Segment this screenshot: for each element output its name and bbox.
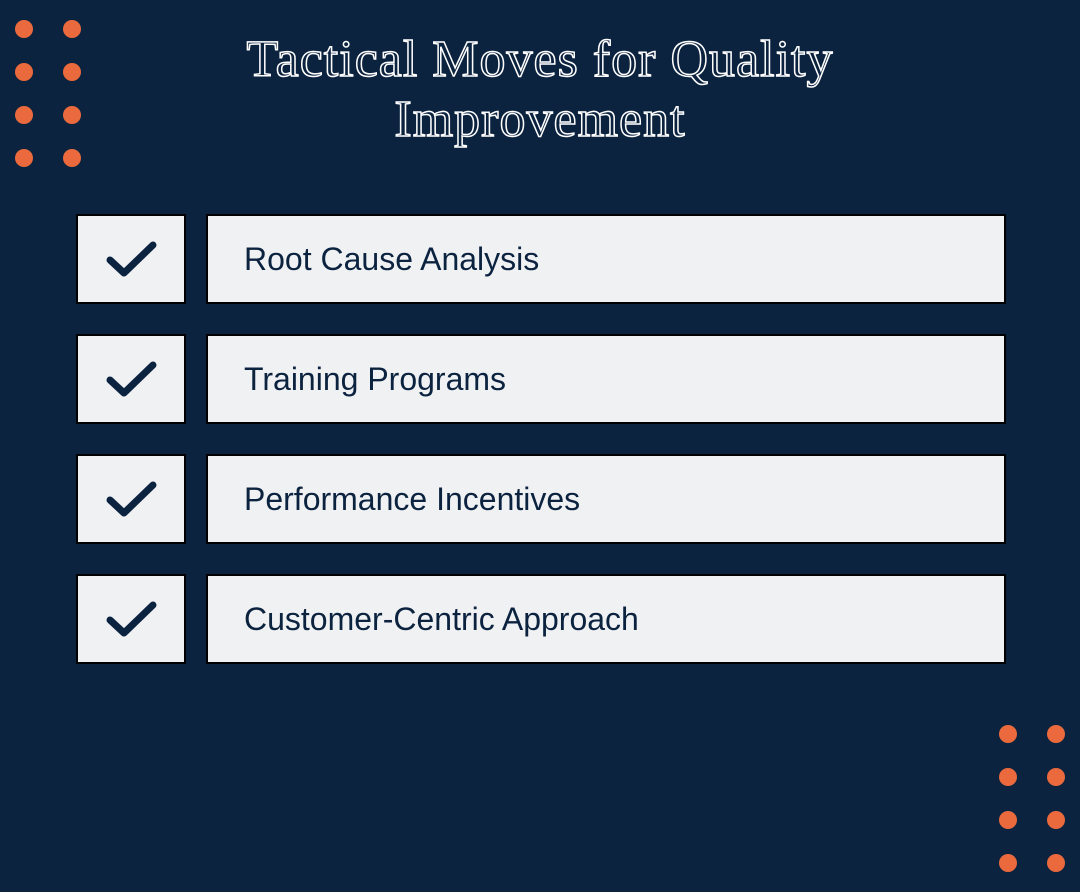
decoration-dot	[63, 63, 81, 81]
decoration-dot	[63, 20, 81, 38]
checklist-row: Root Cause Analysis	[76, 214, 1006, 304]
checklist-item-label: Training Programs	[206, 334, 1006, 424]
decoration-dot	[999, 854, 1017, 872]
checkbox	[76, 334, 186, 424]
decoration-dot	[1047, 768, 1065, 786]
checklist-item-label: Root Cause Analysis	[206, 214, 1006, 304]
dot-grid-top-left	[15, 20, 81, 167]
checklist-row: Training Programs	[76, 334, 1006, 424]
checkmark-icon	[104, 598, 159, 640]
checklist-item-label: Performance Incentives	[206, 454, 1006, 544]
checklist-item-label: Customer-Centric Approach	[206, 574, 1006, 664]
checklist-row: Performance Incentives	[76, 454, 1006, 544]
checklist-row: Customer-Centric Approach	[76, 574, 1006, 664]
checkmark-icon	[104, 238, 159, 280]
checkbox	[76, 214, 186, 304]
decoration-dot	[63, 149, 81, 167]
checkmark-icon	[104, 478, 159, 520]
checkbox	[76, 574, 186, 664]
page-title: Tactical Moves for Quality Improvement	[150, 30, 930, 150]
decoration-dot	[1047, 811, 1065, 829]
decoration-dot	[63, 106, 81, 124]
checkbox	[76, 454, 186, 544]
decoration-dot	[15, 20, 33, 38]
decoration-dot	[1047, 854, 1065, 872]
decoration-dot	[999, 811, 1017, 829]
checkmark-icon	[104, 358, 159, 400]
decoration-dot	[999, 768, 1017, 786]
dot-grid-bottom-right	[999, 725, 1065, 872]
decoration-dot	[15, 149, 33, 167]
decoration-dot	[15, 63, 33, 81]
decoration-dot	[15, 106, 33, 124]
decoration-dot	[1047, 725, 1065, 743]
checklist: Root Cause Analysis Training Programs Pe…	[76, 214, 1006, 664]
decoration-dot	[999, 725, 1017, 743]
